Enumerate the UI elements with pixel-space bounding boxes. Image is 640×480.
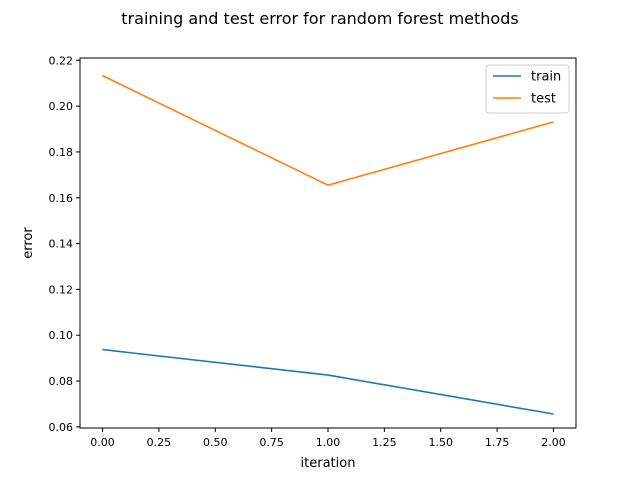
y-axis-ticks: 0.06 0.08 0.10 0.12 0.14 0.16 0.18 0.20 0.22 — [49, 54, 80, 434]
y-tick-label: 0.12 — [49, 283, 74, 296]
x-tick-label: 1.50 — [428, 436, 453, 449]
y-tick-label: 0.20 — [49, 100, 74, 113]
series-line-train — [102, 348, 554, 415]
x-tick-label: 1.25 — [372, 436, 397, 449]
x-axis-label: iteration — [301, 456, 356, 471]
y-axis-label: error — [21, 227, 36, 259]
y-tick-label: 0.14 — [49, 238, 74, 251]
x-tick-label: 1.75 — [485, 436, 510, 449]
x-axis-ticks: 0.00 0.25 0.50 0.75 1.00 1.25 1.50 1.75 2.00 — [90, 428, 566, 449]
plot-frame — [79, 57, 577, 429]
series-lines — [102, 74, 554, 415]
legend-label-train: train — [531, 70, 561, 85]
y-tick-label: 0.06 — [49, 421, 74, 434]
legend: train test — [485, 64, 570, 114]
y-tick-label: 0.18 — [49, 146, 74, 159]
x-tick-label: 1.00 — [316, 436, 341, 449]
x-tick-label: 0.75 — [259, 436, 284, 449]
chart-title: training and test error for random fores… — [121, 9, 518, 28]
x-tick-label: 0.25 — [147, 436, 172, 449]
y-tick-label: 0.08 — [49, 375, 74, 388]
x-tick-label: 2.00 — [541, 436, 566, 449]
legend-label-test: test — [531, 92, 556, 107]
y-tick-label: 0.22 — [49, 54, 74, 67]
x-tick-label: 0.50 — [203, 436, 228, 449]
x-tick-label: 0.00 — [90, 436, 115, 449]
y-tick-label: 0.10 — [49, 329, 74, 342]
legend-box — [485, 64, 570, 114]
series-line-test — [102, 74, 554, 187]
y-tick-label: 0.16 — [49, 192, 74, 205]
